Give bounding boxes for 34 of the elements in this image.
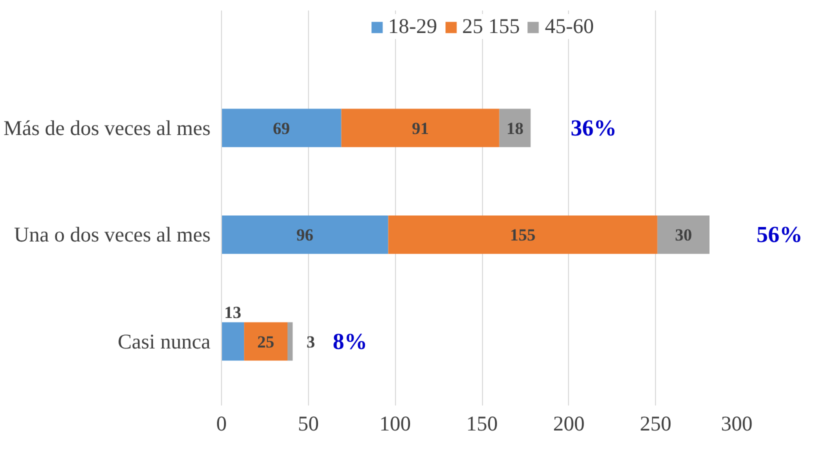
text: 56%	[756, 222, 802, 248]
x-tick-label: 250	[640, 412, 672, 436]
data-label: 155	[510, 226, 536, 245]
data-label: 18	[506, 118, 524, 138]
legend-label: 45-60	[544, 14, 594, 39]
bar	[244, 322, 288, 361]
bar	[222, 108, 342, 148]
data-label: 96	[296, 226, 314, 245]
data-label: 30	[674, 226, 692, 245]
data-label: 25	[257, 332, 274, 352]
bar	[388, 215, 658, 254]
legend-label: 18-29	[388, 14, 438, 39]
bar	[341, 108, 500, 148]
y-tick-label: Más de dos veces al mes	[3, 116, 211, 140]
annotation: 8%	[332, 328, 368, 354]
bar	[657, 215, 710, 254]
x-tick-label: 150	[466, 412, 498, 436]
x-tick-label: 200	[553, 412, 585, 436]
data-label: 91	[412, 118, 429, 138]
data-label: 13	[224, 303, 242, 322]
y-tick-label: Casi nunca	[118, 329, 212, 354]
bar	[287, 322, 293, 361]
bar	[222, 215, 388, 254]
bar	[499, 108, 531, 148]
bar	[222, 322, 244, 361]
data-label: 69	[272, 118, 290, 138]
data-label: 3	[306, 332, 315, 352]
annotation: 36%	[570, 115, 617, 140]
x-tick-label: 0	[216, 412, 227, 436]
x-tick-label: 50	[298, 412, 319, 436]
y-tick-label: Una o dos veces al mes	[14, 222, 211, 247]
x-tick-label: 300	[721, 412, 752, 436]
x-tick-label: 100	[379, 412, 411, 436]
legend-label: 25 155	[462, 14, 520, 39]
